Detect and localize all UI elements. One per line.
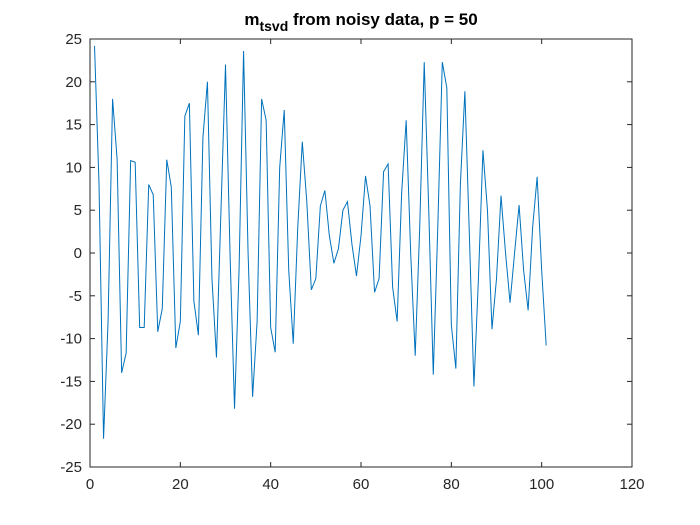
x-tick-label: 100 — [529, 476, 554, 493]
y-tick-label: 20 — [65, 74, 82, 91]
y-tick-label: 15 — [65, 117, 82, 134]
x-tick-label: 60 — [353, 476, 370, 493]
y-tick-label: 10 — [65, 159, 82, 176]
y-tick-label: 0 — [74, 245, 82, 262]
line-series — [94, 45, 547, 439]
title-rest: from noisy data, p = 50 — [288, 10, 477, 29]
x-tick-label: 40 — [262, 476, 279, 493]
title-subscript: tsvd — [259, 18, 288, 34]
y-tick-label: -20 — [60, 416, 82, 433]
y-tick-label: -15 — [60, 373, 82, 390]
chart-title: mtsvd from noisy data, p = 50 — [244, 10, 477, 34]
y-tick-label: -25 — [60, 459, 82, 476]
y-tick-label: 5 — [74, 202, 82, 219]
x-tick-label: 80 — [443, 476, 460, 493]
x-tick-label: 120 — [619, 476, 644, 493]
y-tick-label: 25 — [65, 31, 82, 48]
x-tick-label: 0 — [86, 476, 94, 493]
title-main: m — [244, 10, 259, 29]
x-tick-label: 20 — [172, 476, 189, 493]
y-tick-label: -10 — [60, 331, 82, 348]
y-tick-label: -5 — [69, 288, 82, 305]
